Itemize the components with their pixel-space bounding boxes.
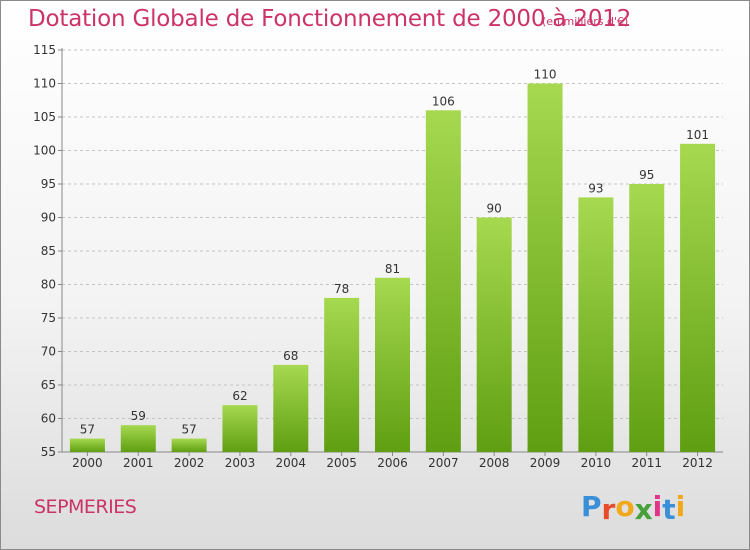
bar-2010 [578, 197, 614, 452]
bar-2004 [273, 364, 309, 452]
x-tick-label: 2004 [276, 456, 307, 470]
bar-2008 [476, 217, 512, 452]
y-tick-label: 75 [41, 311, 56, 325]
x-tick-label: 2011 [631, 456, 662, 470]
bar-2002 [171, 438, 207, 452]
x-tick-label: 2003 [225, 456, 256, 470]
bar-value-label: 62 [232, 389, 247, 403]
logo-letter: i [675, 490, 686, 523]
x-tick-label: 2006 [377, 456, 408, 470]
bar-value-label: 93 [588, 181, 603, 195]
x-tick-label: 2001 [123, 456, 154, 470]
x-tick-label: 2009 [530, 456, 561, 470]
x-tick-label: 2000 [72, 456, 103, 470]
bar-2006 [375, 277, 410, 452]
x-tick-label: 2010 [581, 456, 612, 470]
proxiti-logo[interactable]: Proxiti [581, 490, 686, 526]
y-tick-label: 65 [41, 378, 56, 392]
logo-letter: i [652, 490, 663, 523]
bar-value-label: 78 [334, 282, 349, 296]
bar-value-label: 95 [639, 168, 654, 182]
labels: 55 60 65 70 75 80 85 90 95 100 105 110 115 57 2000 59 20… [33, 43, 713, 470]
logo-letter: o [615, 490, 635, 523]
bar-value-label: 90 [487, 202, 502, 216]
bar-value-label: 57 [181, 423, 196, 437]
bar-2003 [222, 405, 258, 452]
chart-unit-subtitle: (en milliers d'€) [542, 15, 629, 28]
bars [69, 83, 716, 453]
logo-letter: t [662, 493, 676, 526]
bar-2001 [120, 425, 156, 452]
x-tick-label: 2012 [682, 456, 713, 470]
bar-2000 [69, 438, 105, 452]
y-tick-label: 85 [41, 244, 56, 258]
y-tick-label: 110 [33, 77, 56, 91]
bar-value-label: 81 [385, 262, 400, 276]
x-tick-label: 2007 [428, 456, 459, 470]
bar-value-label: 101 [686, 128, 709, 142]
logo-letter: r [601, 493, 616, 526]
x-tick-label: 2005 [326, 456, 357, 470]
bar-value-label: 59 [131, 409, 146, 423]
y-tick-label: 105 [33, 110, 56, 124]
chart-title: Dotation Globale de Fonctionnement de 20… [28, 6, 632, 32]
x-tick-label: 2002 [174, 456, 205, 470]
logo-letter: x [634, 493, 653, 526]
bar-2005 [324, 297, 360, 452]
y-tick-label: 80 [41, 278, 56, 292]
x-tick-label: 2008 [479, 456, 510, 470]
bar-value-label: 57 [80, 423, 95, 437]
bar-value-label: 106 [432, 94, 455, 108]
y-tick-label: 115 [33, 43, 56, 57]
bar-2011 [629, 184, 665, 452]
bar-value-label: 110 [534, 68, 557, 82]
y-tick-label: 90 [41, 211, 56, 225]
bar-2007 [425, 110, 461, 453]
bar-value-label: 68 [283, 349, 298, 363]
y-tick-label: 60 [41, 412, 56, 426]
bar-2009 [527, 83, 563, 452]
y-tick-label: 55 [41, 445, 56, 459]
logo-letter: P [581, 490, 602, 523]
y-tick-label: 70 [41, 345, 56, 359]
bar-2012 [680, 143, 716, 453]
commune-name: SEPMERIES [34, 496, 137, 518]
y-tick-label: 100 [33, 144, 56, 158]
y-tick-label: 95 [41, 177, 56, 191]
